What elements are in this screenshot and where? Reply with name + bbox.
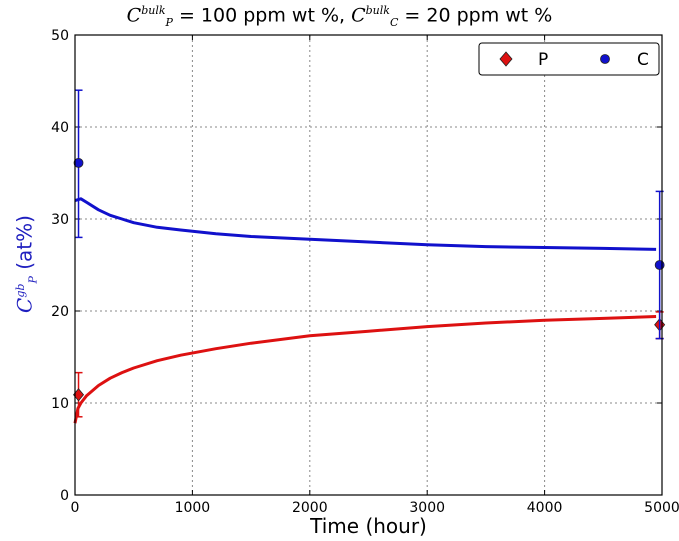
title-c-symbol: C (351, 4, 366, 27)
y-axis-label: CgbP (at%) (13, 215, 40, 313)
ylabel-unit: (at%) (12, 215, 37, 277)
legend-box (478, 42, 660, 76)
series-c-point-0 (73, 157, 84, 168)
series-c-line (74, 197, 657, 251)
ylabel-symbol: C (12, 297, 37, 313)
y-tick-label-0: 0 (60, 488, 69, 504)
y-tick-label-3: 30 (51, 212, 69, 228)
y-tick-label-4: 40 (51, 120, 69, 136)
series-p-line (73, 315, 657, 424)
y-tick-label-1: 10 (51, 396, 69, 412)
x-axis-label: Time (hour) (310, 514, 427, 538)
title-c-text: = 20 ppm wt % (398, 4, 553, 27)
x-tick-label-4: 4000 (527, 500, 563, 516)
legend-marker-p (499, 51, 513, 67)
y-tick-label-5: 50 (51, 28, 69, 44)
chart-title: CbulkP = 100 ppm wt %, CbulkC = 20 ppm w… (0, 4, 679, 29)
title-p-text: = 100 ppm wt %, (172, 4, 352, 27)
x-tick-label-3: 3000 (409, 500, 445, 516)
ylabel-superscript: gb (13, 283, 27, 298)
y-tick-label-2: 20 (51, 304, 69, 320)
legend-marker-c (600, 54, 610, 64)
x-tick-label-2: 2000 (292, 500, 328, 516)
legend-label-c: C (637, 50, 649, 70)
title-p-subscript: P (165, 16, 173, 30)
plot-frame (74, 34, 663, 496)
x-tick-label-5: 5000 (644, 500, 679, 516)
series-c-point-1 (654, 260, 665, 270)
x-tick-label-0: 0 (71, 500, 80, 516)
ylabel-subscript: P (26, 276, 40, 284)
title-p-superscript: bulk (141, 4, 166, 17)
title-c-superscript: bulk (365, 4, 390, 17)
title-p-symbol: C (126, 4, 142, 27)
legend-label-p: P (538, 50, 548, 70)
x-tick-label-1: 1000 (175, 500, 211, 516)
title-c-subscript: C (389, 16, 399, 30)
